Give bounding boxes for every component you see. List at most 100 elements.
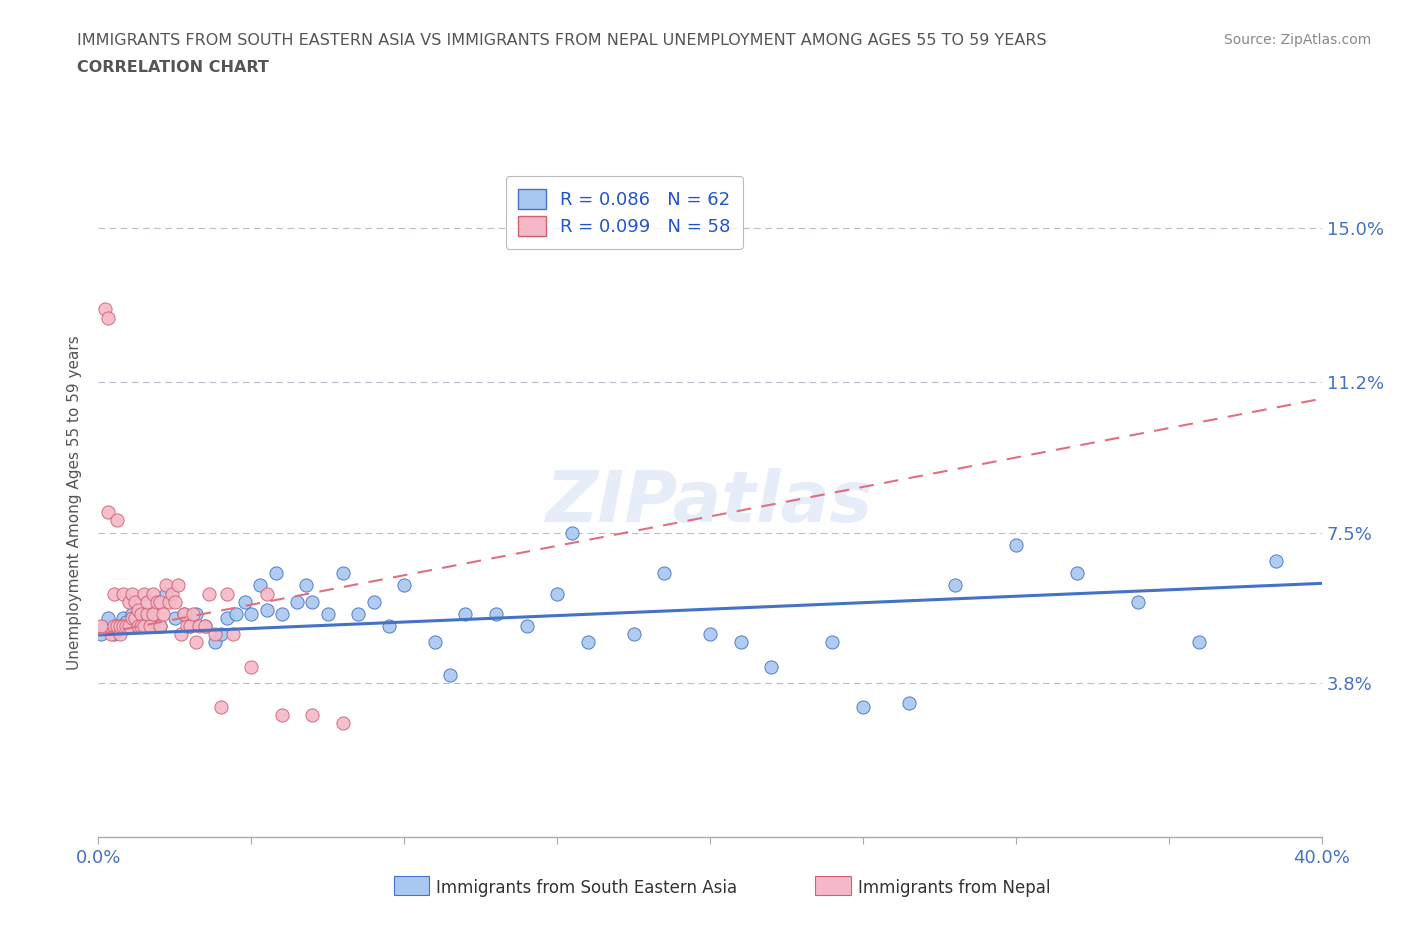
Point [90, 618, 112, 633]
Point [139, 618, 162, 633]
Point [136, 606, 159, 621]
Point [111, 618, 134, 633]
Point [118, 594, 141, 609]
Point [347, 606, 370, 621]
Point [134, 586, 156, 601]
Point [118, 618, 141, 633]
Point [97, 505, 120, 520]
Point [127, 603, 149, 618]
Point [821, 635, 844, 650]
Point [136, 594, 159, 609]
Point [157, 594, 180, 609]
Point [163, 594, 186, 609]
Point [222, 627, 245, 642]
Point [93, 618, 115, 633]
Point [204, 627, 226, 642]
Point [332, 716, 354, 731]
Point [897, 696, 920, 711]
Point [142, 586, 165, 601]
Point [1128, 594, 1150, 609]
Point [97, 310, 120, 325]
Text: Immigrants from South Eastern Asia: Immigrants from South Eastern Asia [436, 879, 737, 897]
Point [301, 708, 323, 723]
Point [256, 603, 278, 618]
Point [142, 615, 165, 630]
Point [1004, 538, 1026, 552]
Point [225, 606, 247, 621]
Point [108, 627, 131, 642]
Point [439, 667, 461, 682]
Point [124, 618, 146, 633]
Text: CORRELATION CHART: CORRELATION CHART [77, 60, 269, 75]
Point [240, 606, 263, 621]
Point [363, 594, 385, 609]
Point [249, 578, 271, 592]
Point [111, 610, 134, 625]
Point [516, 618, 538, 633]
Text: IMMIGRANTS FROM SOUTH EASTERN ASIA VS IMMIGRANTS FROM NEPAL UNEMPLOYMENT AMONG A: IMMIGRANTS FROM SOUTH EASTERN ASIA VS IM… [77, 33, 1047, 47]
Point [1264, 553, 1286, 568]
Point [378, 618, 401, 633]
Point [163, 610, 186, 625]
Point [129, 618, 152, 633]
Point [100, 627, 122, 642]
Point [194, 618, 217, 633]
Point [233, 594, 256, 609]
Point [121, 610, 143, 625]
Point [170, 627, 193, 642]
Text: Immigrants from Nepal: Immigrants from Nepal [858, 879, 1050, 897]
Point [1188, 635, 1211, 650]
Point [240, 659, 263, 674]
Point [179, 618, 201, 633]
Point [1066, 565, 1088, 580]
Point [105, 618, 128, 633]
Point [111, 586, 134, 601]
Point [142, 606, 165, 621]
Point [103, 618, 125, 633]
Point [561, 525, 583, 540]
Point [423, 635, 446, 650]
Point [576, 635, 599, 650]
Point [105, 513, 128, 528]
Point [186, 635, 208, 650]
Point [546, 586, 568, 601]
Point [115, 615, 138, 630]
Point [204, 635, 226, 650]
Point [209, 627, 232, 642]
Text: Source: ZipAtlas.com: Source: ZipAtlas.com [1223, 33, 1371, 46]
Point [149, 618, 172, 633]
Point [149, 618, 172, 633]
Y-axis label: Unemployment Among Ages 55 to 59 years: Unemployment Among Ages 55 to 59 years [67, 335, 83, 670]
Point [194, 618, 217, 633]
Point [134, 606, 156, 621]
Point [121, 586, 143, 601]
Point [179, 618, 201, 633]
Point [295, 578, 318, 592]
Point [173, 606, 195, 621]
Point [730, 635, 752, 650]
Legend: R = 0.086   N = 62, R = 0.099   N = 58: R = 0.086 N = 62, R = 0.099 N = 58 [506, 177, 742, 248]
Point [155, 586, 177, 601]
Point [181, 606, 204, 621]
Point [176, 618, 198, 633]
Point [103, 627, 125, 642]
Point [301, 594, 323, 609]
Point [127, 618, 149, 633]
Point [160, 586, 183, 601]
Point [485, 606, 508, 621]
Point [105, 618, 128, 633]
Point [103, 586, 125, 601]
Point [215, 586, 238, 601]
Point [93, 302, 115, 317]
Point [264, 565, 287, 580]
Point [129, 606, 152, 621]
Point [136, 618, 159, 633]
Point [270, 708, 292, 723]
Text: ZIPatlas: ZIPatlas [547, 468, 873, 537]
Point [285, 594, 308, 609]
Point [197, 586, 219, 601]
Point [173, 606, 195, 621]
Point [652, 565, 675, 580]
Point [127, 610, 149, 625]
Point [852, 699, 875, 714]
